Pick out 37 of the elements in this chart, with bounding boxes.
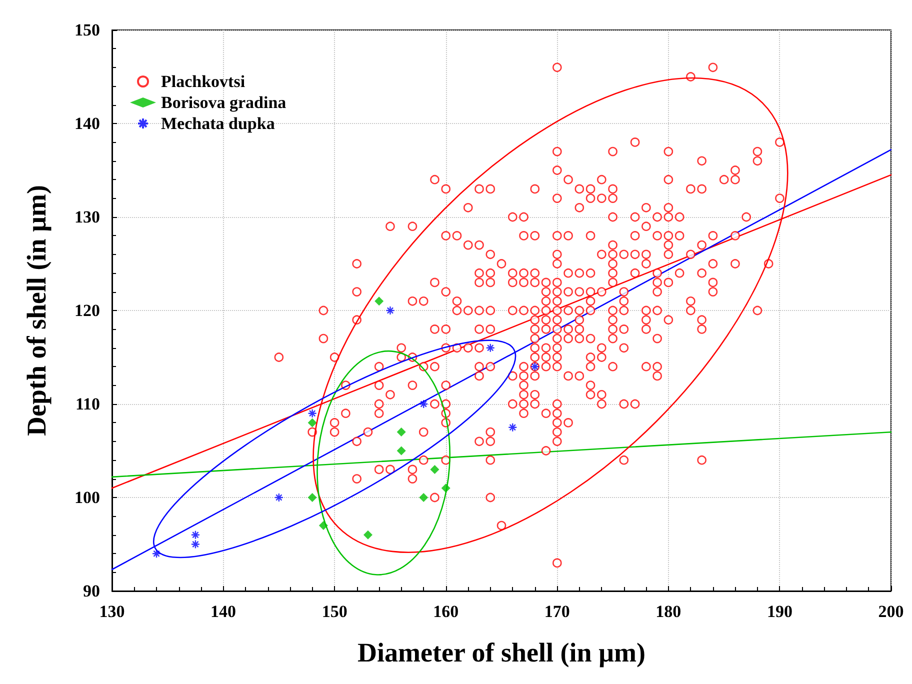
point — [396, 446, 406, 456]
point — [396, 428, 406, 437]
y-tick-label: 100 — [74, 488, 100, 507]
legend-label: Plachkovtsi — [161, 72, 246, 91]
point — [190, 540, 200, 549]
x-tick-label: 200 — [878, 602, 904, 621]
point — [152, 549, 162, 558]
y-tick-label: 150 — [74, 20, 100, 40]
y-tick-label: 90 — [83, 582, 100, 600]
point — [419, 399, 428, 409]
point — [419, 493, 428, 502]
point — [308, 493, 317, 502]
x-tick-label: 160 — [433, 602, 459, 621]
point — [190, 530, 200, 540]
x-tick-label: 130 — [99, 602, 125, 621]
point — [308, 418, 317, 428]
y-tick-label: 120 — [74, 301, 100, 320]
point — [486, 343, 495, 352]
point — [374, 296, 384, 306]
point — [308, 408, 317, 418]
x-tick-label: 180 — [656, 602, 682, 621]
x-tick-label: 150 — [322, 602, 348, 621]
x-tick-label: 140 — [210, 602, 236, 621]
x-axis-title: Diameter of shell (in µm) — [358, 638, 646, 668]
y-tick-label: 140 — [74, 114, 100, 133]
x-tick-label: 190 — [766, 602, 792, 621]
y-axis-title: Depth of shell (in µm) — [22, 184, 52, 436]
y-tick-label: 130 — [74, 208, 100, 226]
point — [274, 492, 284, 502]
point — [363, 530, 372, 540]
y-tick-label: 110 — [75, 394, 100, 414]
x-tick-label: 170 — [544, 602, 570, 621]
legend-label: Borisova gradina — [161, 93, 287, 112]
legend-label: Mechata dupka — [161, 114, 276, 133]
point — [386, 306, 395, 316]
point — [430, 464, 440, 474]
point — [508, 422, 518, 432]
